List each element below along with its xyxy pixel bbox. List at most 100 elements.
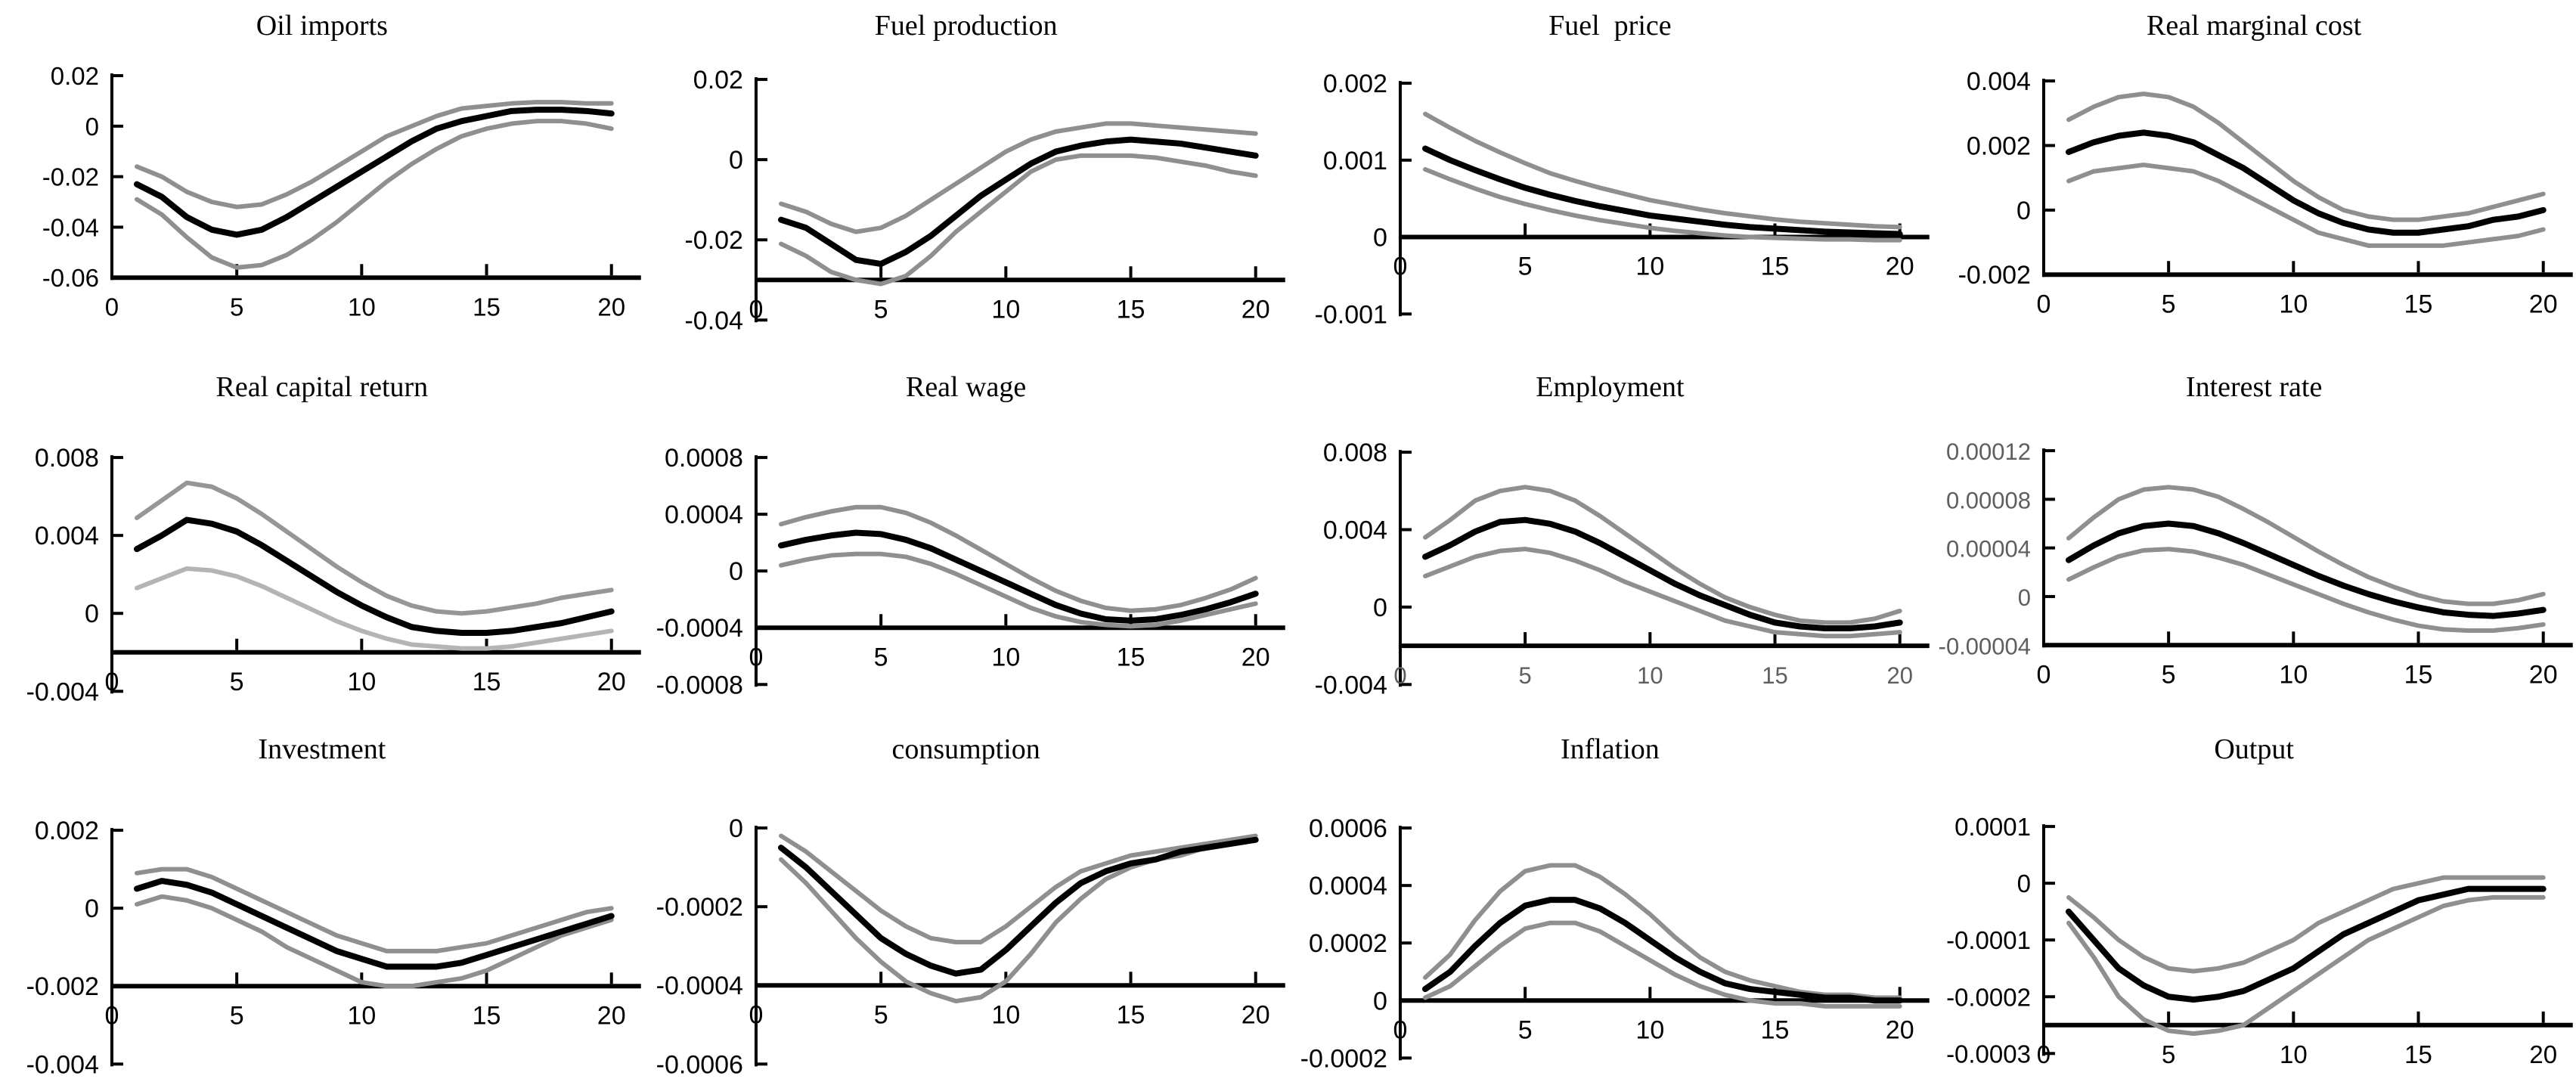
svg-text:0: 0 xyxy=(1373,594,1387,622)
chart-investment: Investment 0.002 0 -0.002 -0.004 0 5 10 15 20 xyxy=(0,723,644,1085)
svg-text:0: 0 xyxy=(105,1001,119,1030)
svg-text:0: 0 xyxy=(1393,1015,1407,1044)
chart-interest-rate: Interest rate 0.00012 0.00008 0.00004 0 -0.0… xyxy=(1932,361,2576,724)
svg-text:0.0004: 0.0004 xyxy=(1309,872,1387,901)
svg-text:10: 10 xyxy=(347,668,376,696)
svg-text:10: 10 xyxy=(2280,1040,2308,1068)
svg-text:15: 15 xyxy=(1760,1015,1789,1044)
svg-text:-0.0008: -0.0008 xyxy=(656,671,742,700)
chart-plot: 0.020-0.02-0.04-0.060 5 10 15 20 xyxy=(42,62,641,321)
chart-title: Oil imports xyxy=(256,10,388,42)
chart-title: Inflation xyxy=(1560,733,1660,765)
svg-text:20: 20 xyxy=(2529,661,2558,690)
svg-text:10: 10 xyxy=(347,1001,376,1030)
svg-text:0.002: 0.002 xyxy=(1967,132,2031,160)
series-lower-band xyxy=(778,837,1258,1003)
svg-text:10: 10 xyxy=(1635,253,1664,281)
svg-text:0: 0 xyxy=(749,643,763,672)
svg-text:0.0004: 0.0004 xyxy=(665,501,743,529)
svg-text:0: 0 xyxy=(1393,662,1406,689)
svg-text:-0.004: -0.004 xyxy=(1314,671,1387,700)
chart-title: Real capital return xyxy=(215,371,429,404)
chart-consumption: consumption 0 -0.0002 -0.0004 -0.0006 0 5 10 15… xyxy=(643,723,1288,1085)
series-lower-band xyxy=(2066,894,2546,1036)
series-upper-band xyxy=(2066,91,2546,222)
series-median xyxy=(777,136,1259,268)
chart-fuel-production: Fuel production 0.02 0 -0.02 -0.04 0 5 10 15 20 xyxy=(643,0,1288,362)
svg-text:0: 0 xyxy=(749,295,763,324)
svg-text:-0.0002: -0.0002 xyxy=(1946,983,2031,1011)
svg-text:-0.00004: -0.00004 xyxy=(1939,634,2031,660)
svg-text:0.0001: 0.0001 xyxy=(1954,813,2031,841)
svg-text:-0.0001: -0.0001 xyxy=(1946,926,2031,954)
svg-text:0.0006: 0.0006 xyxy=(1309,814,1387,843)
svg-text:5: 5 xyxy=(2162,290,2176,318)
svg-text:0: 0 xyxy=(105,293,119,321)
svg-text:-0.004: -0.004 xyxy=(26,678,99,707)
series-median xyxy=(2066,129,2547,236)
svg-text:15: 15 xyxy=(1116,1000,1145,1029)
svg-text:-0.0004: -0.0004 xyxy=(656,615,742,643)
svg-text:20: 20 xyxy=(1885,1015,1914,1044)
svg-text:5: 5 xyxy=(2162,661,2176,690)
series-lower-band xyxy=(134,894,614,988)
svg-text:0: 0 xyxy=(2037,1040,2051,1068)
svg-text:0: 0 xyxy=(2016,197,2031,225)
chart-title: Investment xyxy=(258,733,386,765)
svg-text:20: 20 xyxy=(1242,643,1270,672)
svg-text:0.02: 0.02 xyxy=(693,66,743,95)
chart-real-capital-return: Real capital return 0.008 0.004 0 -0.004 0 5 1… xyxy=(0,361,644,724)
svg-text:0.00012: 0.00012 xyxy=(1946,439,2031,465)
series-median xyxy=(1421,896,1903,1003)
svg-text:5: 5 xyxy=(1518,662,1531,689)
svg-text:5: 5 xyxy=(1517,253,1532,281)
chart-oil-imports: Oil imports 0.02 0 -0.02 -0.04 -0.06 0 5 10 15 20 xyxy=(0,0,644,362)
svg-text:-0.02: -0.02 xyxy=(42,163,99,191)
svg-text:0.004: 0.004 xyxy=(1967,67,2031,96)
svg-text:0.0008: 0.0008 xyxy=(665,444,743,473)
svg-text:-0.04: -0.04 xyxy=(684,306,742,335)
svg-text:0: 0 xyxy=(729,558,743,587)
svg-text:20: 20 xyxy=(1885,253,1914,281)
svg-text:15: 15 xyxy=(1760,253,1789,281)
chart-title: Employment xyxy=(1536,371,1685,404)
svg-text:0.004: 0.004 xyxy=(35,522,99,550)
svg-text:0.02: 0.02 xyxy=(51,62,99,90)
chart-title: Fuel production xyxy=(874,10,1058,42)
series-upper-band xyxy=(134,100,614,209)
svg-text:-0.04: -0.04 xyxy=(42,213,99,241)
svg-text:15: 15 xyxy=(1116,295,1145,324)
svg-text:5: 5 xyxy=(2162,1040,2175,1068)
svg-text:0.00008: 0.00008 xyxy=(1946,488,2031,514)
svg-text:10: 10 xyxy=(1635,1015,1664,1044)
series-lower-band xyxy=(1422,920,1902,1009)
series-median xyxy=(777,836,1259,977)
series-median xyxy=(2066,520,2547,620)
svg-text:0.002: 0.002 xyxy=(1322,70,1387,98)
series-lower-band xyxy=(2066,163,2546,248)
svg-text:20: 20 xyxy=(2530,1040,2558,1068)
svg-text:5: 5 xyxy=(230,1001,244,1030)
chart-title: Fuel price xyxy=(1548,10,1672,42)
svg-text:10: 10 xyxy=(991,1000,1020,1029)
svg-text:0: 0 xyxy=(2037,661,2051,690)
svg-text:20: 20 xyxy=(597,668,626,696)
chart-inflation: Inflation 0.0006 0.0004 0.0002 0 -0.0002 0 5 10… xyxy=(1288,723,1933,1085)
svg-text:20: 20 xyxy=(597,293,625,321)
series-upper-band xyxy=(134,480,614,616)
series-upper-band xyxy=(778,833,1258,944)
series-upper-band xyxy=(778,121,1258,234)
series-median xyxy=(777,529,1259,625)
svg-text:0: 0 xyxy=(729,146,743,175)
series-lower-band xyxy=(1422,167,1902,243)
svg-text:10: 10 xyxy=(2280,661,2308,690)
svg-text:0: 0 xyxy=(1373,987,1387,1015)
svg-text:5: 5 xyxy=(873,295,888,324)
chart-title: consumption xyxy=(891,733,1040,765)
svg-text:0: 0 xyxy=(1393,253,1407,281)
svg-text:15: 15 xyxy=(473,668,501,696)
svg-text:10: 10 xyxy=(1637,662,1663,689)
